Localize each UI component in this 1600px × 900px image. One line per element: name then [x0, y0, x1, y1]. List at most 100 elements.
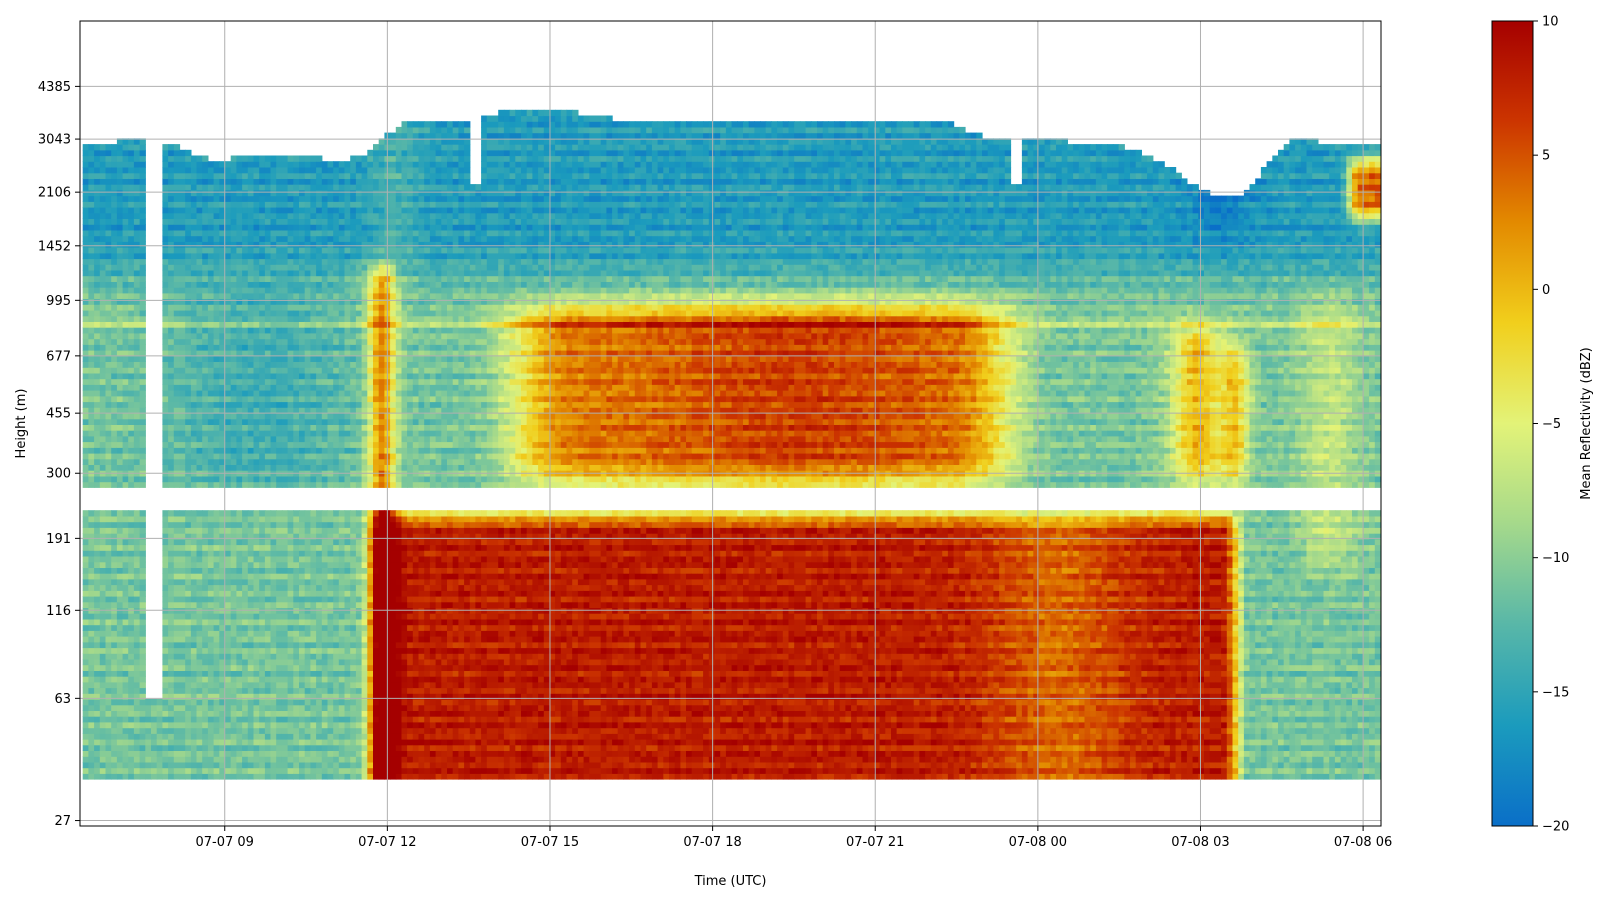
heatmap-cell [196, 247, 203, 254]
heatmap-cell [321, 310, 329, 317]
heatmap-cell [162, 447, 169, 454]
heatmap-cell [293, 676, 300, 683]
heatmap-cell [139, 252, 146, 260]
heatmap-cell [162, 481, 169, 488]
heatmap-cell [253, 441, 260, 448]
heatmap-cell [213, 573, 220, 580]
heatmap-cell [230, 681, 237, 689]
heatmap-cell [316, 550, 323, 557]
heatmap-cell [196, 761, 203, 769]
heatmap-cell [316, 641, 323, 649]
heatmap-cell [281, 481, 289, 488]
heatmap-cell [321, 704, 329, 711]
heatmap-cell [230, 533, 237, 540]
heatmap-cell [225, 167, 232, 174]
heatmap-cell [242, 269, 249, 277]
heatmap-cell [202, 727, 209, 734]
heatmap-cell [111, 573, 118, 580]
heatmap-cell [293, 350, 300, 357]
heatmap-cell [190, 390, 198, 397]
heatmap-cell [247, 401, 255, 408]
heatmap-cell [122, 481, 129, 488]
heatmap-cell [299, 636, 306, 643]
heatmap-cell [207, 670, 215, 677]
heatmap-cell [122, 670, 129, 677]
heatmap-cell [196, 224, 203, 231]
heatmap-cell [327, 578, 334, 586]
heatmap-cell [276, 344, 283, 351]
heatmap-cell [276, 304, 283, 311]
heatmap-cell [213, 321, 220, 328]
heatmap-cell [139, 292, 146, 300]
heatmap-cell [116, 458, 124, 465]
heatmap-cell [116, 252, 124, 260]
heatmap-cell [236, 292, 243, 300]
heatmap-cell [327, 727, 334, 734]
heatmap-cell [230, 304, 237, 311]
heatmap-cell [281, 618, 289, 626]
heatmap-cell [264, 355, 272, 362]
heatmap-cell [173, 195, 181, 202]
heatmap-cell [236, 229, 243, 237]
heatmap-cell [105, 658, 112, 666]
heatmap-cell [242, 464, 249, 471]
heatmap-cell [276, 435, 283, 443]
heatmap-cell [185, 750, 192, 757]
heatmap-cell [321, 332, 329, 340]
heatmap-cell [270, 201, 277, 208]
heatmap-cell [242, 567, 249, 574]
heatmap-cell [259, 590, 266, 597]
heatmap-cell [225, 601, 232, 608]
heatmap-cell [168, 407, 175, 414]
heatmap-cell [179, 367, 186, 374]
heatmap-cell [316, 693, 323, 700]
heatmap-cell [247, 716, 255, 723]
heatmap-cell [111, 407, 118, 414]
heatmap-cell [207, 418, 215, 425]
heatmap-cell [281, 207, 289, 214]
heatmap-cell [207, 184, 215, 191]
heatmap-cell [185, 172, 192, 179]
heatmap-cell [179, 424, 186, 431]
heatmap-cell [139, 430, 146, 437]
heatmap-cell [88, 247, 95, 254]
heatmap-cell [327, 721, 334, 729]
heatmap-cell [179, 413, 186, 420]
heatmap-cell [111, 538, 118, 546]
heatmap-cell [133, 710, 141, 717]
heatmap-cell [105, 252, 112, 260]
heatmap-cell [225, 613, 232, 620]
heatmap-cell [350, 567, 357, 574]
heatmap-cell [213, 235, 220, 242]
heatmap-cell [207, 699, 215, 706]
heatmap-cell [202, 189, 209, 197]
heatmap-cell [259, 258, 266, 265]
heatmap-cell [202, 636, 209, 643]
heatmap-cell [316, 510, 323, 517]
heatmap-cell [190, 218, 198, 225]
heatmap-cell [173, 338, 181, 345]
heatmap-cell [333, 475, 340, 483]
heatmap-cell [281, 155, 289, 162]
heatmap-cell [236, 716, 243, 723]
heatmap-cell [355, 716, 363, 723]
heatmap-cell [299, 298, 306, 305]
heatmap-cell [99, 556, 107, 563]
heatmap-cell [99, 218, 107, 225]
heatmap-cell [105, 247, 112, 254]
heatmap-cell [168, 458, 175, 465]
heatmap-cell [207, 630, 215, 637]
heatmap-cell [236, 584, 243, 591]
heatmap-cell [321, 390, 329, 397]
heatmap-cell [94, 453, 101, 460]
heatmap-cell [361, 441, 368, 448]
heatmap-cell [327, 292, 334, 300]
heatmap-cell [236, 561, 243, 568]
heatmap-cell [111, 269, 118, 277]
heatmap-cell [344, 178, 351, 185]
heatmap-cell [327, 596, 334, 603]
heatmap-cell [185, 767, 192, 774]
heatmap-cell [293, 332, 300, 340]
heatmap-cell [207, 367, 215, 374]
heatmap-cell [259, 521, 266, 528]
